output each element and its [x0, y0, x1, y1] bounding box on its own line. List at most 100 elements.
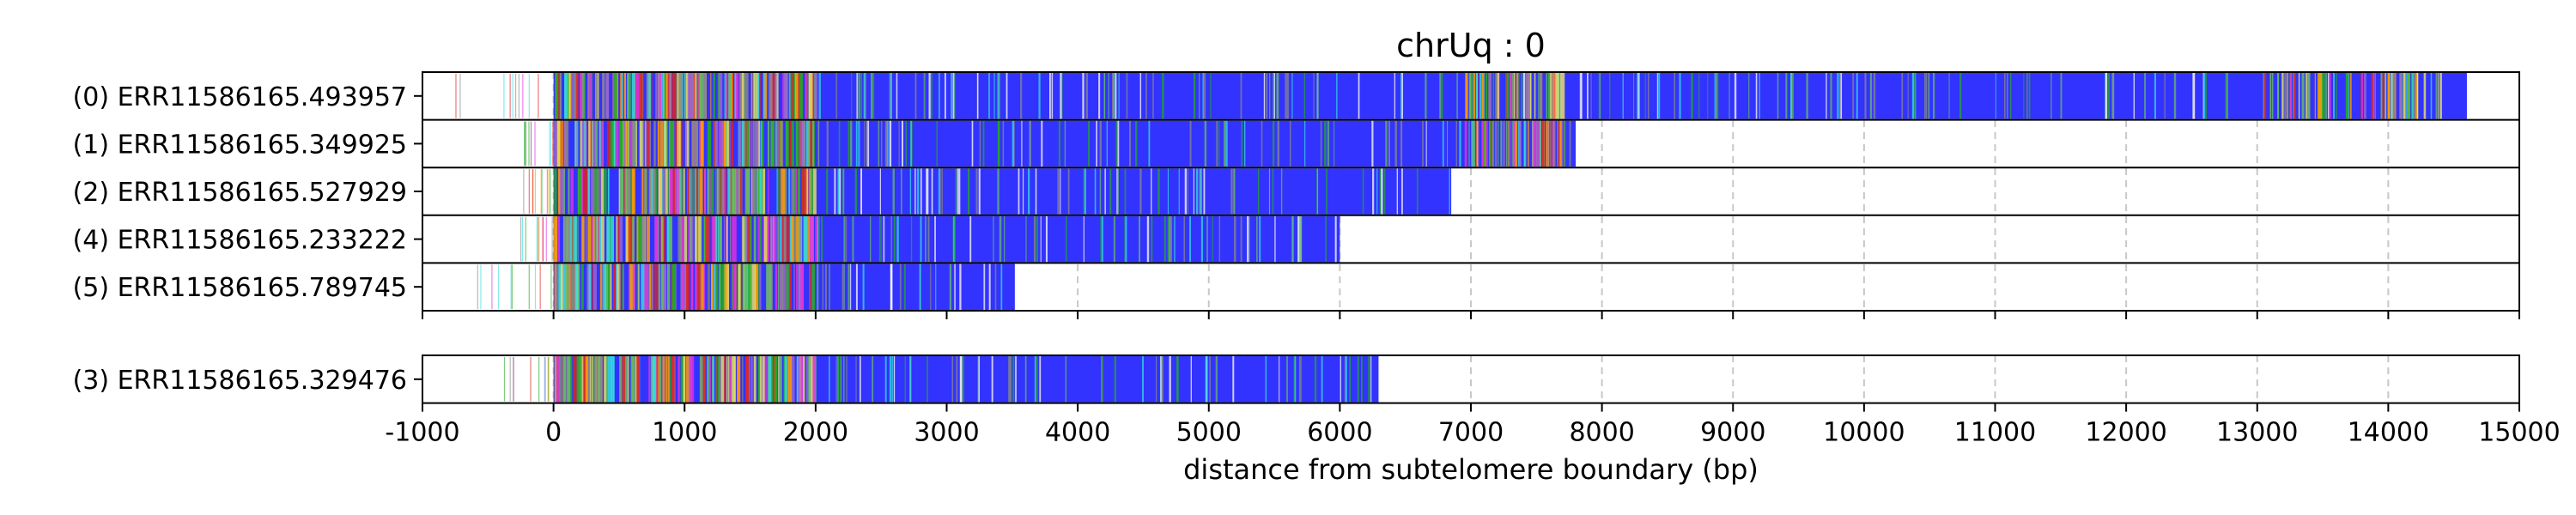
- read-stripe: [2306, 73, 2309, 119]
- read-stripe: [884, 120, 888, 167]
- read-stripe: [776, 215, 780, 263]
- read-bar: [519, 215, 1340, 263]
- read-stripe: [600, 120, 604, 167]
- read-stripe: [939, 168, 941, 215]
- read-stripe: [856, 73, 858, 119]
- read-stripe: [722, 120, 725, 167]
- read-stripe: [662, 356, 665, 403]
- read-bar-fill: [553, 168, 1452, 215]
- read-stripe: [1314, 356, 1317, 403]
- read-stripe: [824, 264, 827, 310]
- read-stripe: [754, 120, 759, 167]
- read-stripe: [651, 168, 653, 215]
- read-stripe: [1313, 73, 1315, 119]
- read-stripe: [1852, 73, 1855, 119]
- read-stripe: [733, 168, 738, 215]
- read-stripe: [750, 73, 753, 119]
- read-stripe: [684, 120, 687, 167]
- chart-title: chrUq : 0: [1396, 27, 1546, 64]
- read-stripe: [668, 73, 671, 119]
- read-stripe: [574, 215, 577, 263]
- read-stripe: [726, 264, 729, 310]
- read-stripe: [899, 264, 902, 310]
- read-stripe: [1548, 120, 1551, 167]
- read-stripe: [767, 264, 770, 310]
- read-stripe: [791, 168, 795, 215]
- read-stripe: [776, 120, 779, 167]
- read-stripe: [1000, 264, 1003, 310]
- read-stripe: [2380, 73, 2383, 119]
- read-stripe: [2393, 73, 2396, 119]
- read-stripe: [727, 264, 729, 310]
- read-stripe: [1540, 120, 1541, 167]
- read-stripe: [768, 168, 769, 215]
- read-stripe: [562, 120, 565, 167]
- read-stripe: [690, 264, 693, 310]
- read-stripe: [1632, 73, 1635, 119]
- read-stripe: [554, 168, 557, 215]
- read-bars: [455, 73, 2467, 403]
- read-stripe: [1200, 215, 1204, 263]
- read-stripe: [740, 73, 743, 119]
- read-stripe: [1529, 73, 1532, 119]
- read-stripe: [748, 168, 750, 215]
- read-stripe: [1004, 215, 1005, 263]
- read-stripe: [1324, 120, 1327, 167]
- read-stripe: [1209, 356, 1211, 403]
- x-tick-label: 1000: [652, 418, 717, 448]
- read-stripe: [1472, 120, 1474, 167]
- read-stripe: [554, 120, 558, 167]
- read-stripe: [901, 168, 902, 215]
- read-stripe: [1218, 120, 1220, 167]
- read-stripe: [659, 73, 663, 119]
- read-stripe: [568, 215, 573, 263]
- read-stripe: [781, 120, 784, 167]
- read-stripe: [2329, 73, 2331, 119]
- read-stripe: [732, 356, 736, 403]
- read-stripe: [632, 120, 635, 167]
- read-stripe: [1259, 215, 1261, 263]
- read-stripe: [661, 168, 664, 215]
- read-stripe: [555, 73, 559, 119]
- read-stripe: [1357, 356, 1359, 403]
- read-stripe: [928, 73, 931, 119]
- read-stripe: [1538, 73, 1540, 119]
- read-stripe: [654, 264, 657, 310]
- read-stripe: [584, 120, 586, 167]
- read-stripe: [1553, 73, 1557, 119]
- read-stripe: [653, 168, 656, 215]
- read-stripe: [2372, 73, 2375, 119]
- read-stripe: [1456, 73, 1458, 119]
- read-stripe: [1924, 73, 1926, 119]
- read-stripe: [574, 264, 579, 310]
- read-stripe: [1471, 120, 1473, 167]
- read-stripe: [750, 120, 753, 167]
- read-stripe: [573, 73, 576, 119]
- read-stripe: [998, 120, 1000, 167]
- read-stripe: [1526, 73, 1528, 119]
- read-stripe: [762, 168, 765, 215]
- read-stripe: [795, 120, 799, 167]
- read-stripe: [731, 264, 734, 310]
- read-stripe: [635, 120, 637, 167]
- read-stripe: [1551, 120, 1552, 167]
- read-stripe: [1530, 73, 1533, 119]
- read-stripe: [751, 168, 753, 215]
- read-stripe: [730, 215, 732, 263]
- read-stripe: [776, 168, 778, 215]
- read-stripe: [2361, 73, 2363, 119]
- read-stripe: [2202, 73, 2205, 119]
- read-stripe: [805, 73, 807, 119]
- read-stripe: [789, 120, 793, 167]
- read-stripe: [666, 215, 670, 263]
- read-stripe: [798, 356, 800, 403]
- read-stripe: [2060, 73, 2063, 119]
- read-stripe: [920, 215, 922, 263]
- read-stripe: [846, 356, 848, 403]
- read-stripe: [1174, 215, 1176, 263]
- read-stripe: [1189, 215, 1192, 263]
- read-stripe: [1273, 120, 1275, 167]
- read-stripe: [690, 356, 691, 403]
- read-stripe: [1932, 73, 1935, 119]
- read-stripe: [626, 120, 629, 167]
